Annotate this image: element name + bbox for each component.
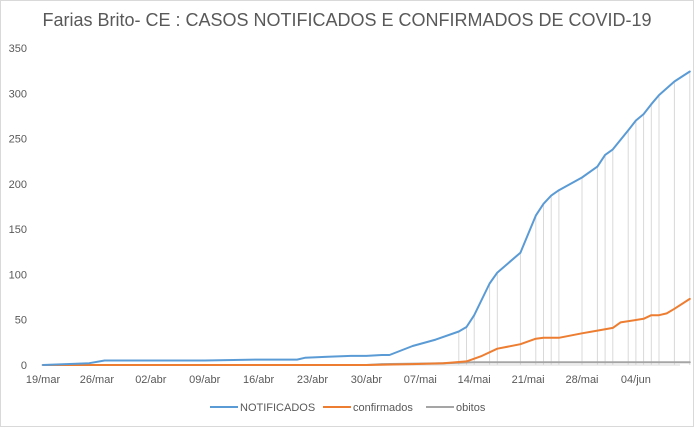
x-tick-label: 26/mar — [80, 374, 115, 386]
legend: NOTIFICADOS confirmados obitos — [210, 402, 486, 414]
drop-lines — [458, 71, 691, 365]
x-axis-ticks: 19/mar 26/mar 02/abr 09/abr 16/abr 23/abr 30/a… — [26, 374, 651, 386]
legend-label: NOTIFICADOS — [240, 402, 315, 414]
legend-label: confirmados — [353, 402, 413, 414]
y-tick-label: 250 — [9, 134, 27, 146]
chart-title: Farias Brito- CE : CASOS NOTIFICADOS E C… — [42, 10, 652, 30]
x-tick-label: 19/mar — [26, 374, 61, 386]
y-tick-label: 150 — [9, 224, 27, 236]
x-tick-label: 28/mai — [565, 374, 598, 386]
x-tick-label: 07/mai — [404, 374, 437, 386]
x-tick-label: 30/abr — [351, 374, 383, 386]
y-tick-label: 0 — [21, 360, 27, 372]
x-tick-label: 21/mai — [512, 374, 545, 386]
x-tick-label: 04/jun — [621, 374, 651, 386]
y-tick-label: 100 — [9, 269, 27, 281]
x-tick-label: 02/abr — [135, 374, 167, 386]
y-axis-ticks: 0 50 100 150 200 250 300 350 — [9, 43, 27, 372]
series-lines — [42, 70, 691, 366]
x-tick-label: 14/mai — [458, 374, 491, 386]
y-tick-label: 50 — [15, 315, 27, 327]
x-tick-label: 09/abr — [189, 374, 221, 386]
y-tick-label: 350 — [9, 43, 27, 55]
series-line-notificados — [42, 70, 691, 366]
x-tick-label: 23/abr — [297, 374, 329, 386]
legend-label: obitos — [456, 402, 486, 414]
y-tick-label: 200 — [9, 179, 27, 191]
series-line-confirmados — [42, 297, 691, 366]
y-tick-label: 300 — [9, 88, 27, 100]
x-tick-label: 16/abr — [243, 374, 275, 386]
